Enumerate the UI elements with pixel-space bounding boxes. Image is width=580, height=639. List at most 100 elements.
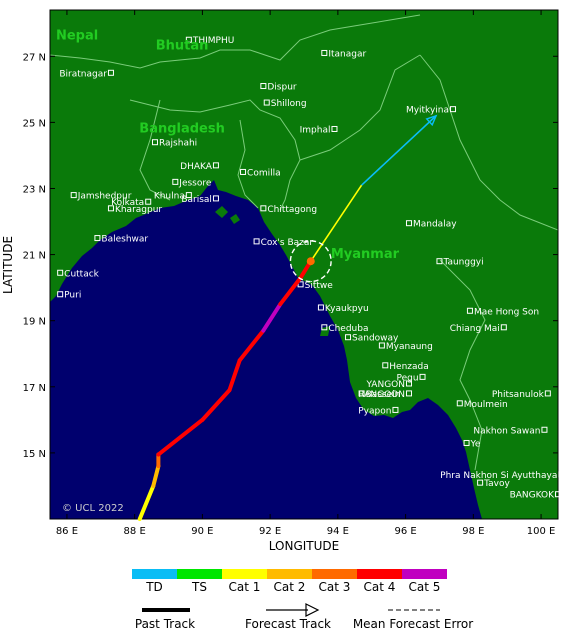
city-marker [321,49,328,56]
forecast-track-segment [310,184,363,262]
city-marker [466,307,473,314]
legend-color-swatch [267,569,312,579]
city-marker [555,491,561,498]
city-marker [145,198,152,205]
city-label: Chiang Mai [450,324,500,334]
city-label: Itanagar [328,49,366,59]
legend-category-label: Cat 3 [319,580,351,594]
forecast-arrowhead [425,114,438,127]
city-marker [345,334,352,341]
city-label: THIMPHU [192,36,234,46]
legend-color-swatch [132,569,177,579]
city-marker [450,106,457,113]
lat-tick-label: 19 N [23,317,46,328]
land-mass [50,10,558,519]
lon-tick-label: 88 E [124,526,146,537]
x-axis-label: LONGITUDE [269,539,339,553]
city-label: Myitkyina [406,106,449,116]
lon-tick-label: 94 E [327,526,349,537]
city-label: Rajshahi [159,139,197,149]
past-track-segment [200,388,232,422]
forecast-track-segment [361,115,437,186]
city-marker [297,281,304,288]
city-label: Biratnagar [59,69,107,79]
city-label: Kharagpur [115,205,162,215]
city-marker [240,168,247,175]
lat-tick-label: 17 N [23,383,46,394]
map-plot-area [50,10,558,519]
city-label: Cheduba [328,324,368,334]
city-marker [405,380,412,387]
city-label: Taunggyi [442,258,483,268]
country-label: Bangladesh [139,121,225,136]
city-marker [70,192,77,199]
city-marker [172,178,179,185]
city-marker [541,426,548,433]
city-label: Pegu [396,373,418,383]
city-label: Ye [470,439,481,449]
island [215,206,228,218]
city-marker [392,406,399,413]
city-marker [260,205,267,212]
city-marker [463,439,470,446]
city-label: RANGOON [358,390,405,400]
city-marker [57,291,64,298]
copyright-text: © UCL 2022 [62,503,124,514]
storm-track [137,114,438,521]
city-label: Nakhon Sawan [473,426,540,436]
intensity-legend: TD TS Cat 1 Cat 2 Cat 3 Cat 4 Cat 5 [132,569,447,594]
city-marker [558,471,565,478]
city-label: Tavoy [483,479,510,489]
city-label: Pyapon [358,406,391,416]
city-marker [436,258,443,265]
city-marker [151,139,158,146]
city-marker [263,99,270,106]
city-label: DHAKA [180,162,213,172]
current-position-marker [306,257,315,266]
city-marker [382,362,389,369]
city-label: YANGON [366,380,405,390]
city-label: Moulmein [464,400,508,410]
city-marker [544,390,551,397]
island [230,214,240,224]
city-label: Baleshwar [101,235,148,245]
city-label: Puri [64,291,81,301]
city-marker [317,304,324,311]
city-marker [500,324,507,331]
country-labels: Nepal Bhutan Bangladesh Myanmar [56,29,400,262]
city-label: Jessore [178,178,212,188]
lon-tick-label: 92 E [259,526,281,537]
city-label: Comilla [247,168,281,178]
country-borders [50,14,558,471]
country-label: Myanmar [331,247,400,262]
city-marker [107,69,114,76]
city-marker [477,479,484,486]
lat-tick-label: 23 N [23,184,46,195]
lat-tick-label: 25 N [23,118,46,129]
city-label: Khulna [154,192,185,202]
city-label: Phitsanulok [492,390,545,400]
past-track-segment [137,483,156,521]
legend-category-label: Cat 5 [409,580,441,594]
legend-color-swatch [402,569,447,579]
city-labels: THIMPHU Itanagar Biratnagar Dispur Shillong M… [57,36,565,501]
city-label: Henzada [389,362,428,372]
past-track-segment [278,275,303,307]
city-marker [57,269,64,276]
past-track-segment [151,464,161,488]
lon-tick-label: 100 E [527,526,556,537]
legend-category-label: TD [145,580,163,594]
past-track-segment [227,358,242,393]
city-label: Cuttack [64,269,100,279]
legend-color-swatch [357,569,402,579]
city-marker [405,220,412,227]
city-marker [321,324,328,331]
y-axis-label: LATITUDE [1,236,15,294]
country-label: Bhutan [156,39,209,54]
city-marker [358,390,365,397]
city-label: Sandoway [352,334,399,344]
lon-tick-label: 96 E [394,526,416,537]
forecast-track-label: Forecast Track [245,617,331,631]
city-label: Chittagong [267,205,317,215]
